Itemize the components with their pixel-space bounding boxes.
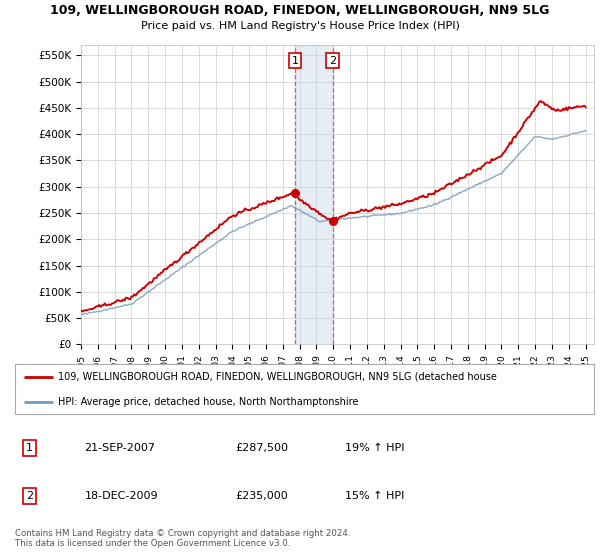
Text: £287,500: £287,500 <box>235 443 288 453</box>
Text: HPI: Average price, detached house, North Northamptonshire: HPI: Average price, detached house, Nort… <box>58 397 359 407</box>
Bar <box>295 45 332 344</box>
Text: Contains HM Land Registry data © Crown copyright and database right 2024.: Contains HM Land Registry data © Crown c… <box>15 529 350 538</box>
Text: 21-SEP-2007: 21-SEP-2007 <box>85 443 155 453</box>
Text: 19% ↑ HPI: 19% ↑ HPI <box>345 443 404 453</box>
Text: 2: 2 <box>329 55 336 66</box>
Text: £235,000: £235,000 <box>235 491 288 501</box>
Text: 109, WELLINGBOROUGH ROAD, FINEDON, WELLINGBOROUGH, NN9 5LG (detached house: 109, WELLINGBOROUGH ROAD, FINEDON, WELLI… <box>58 372 497 381</box>
Text: 109, WELLINGBOROUGH ROAD, FINEDON, WELLINGBOROUGH, NN9 5LG: 109, WELLINGBOROUGH ROAD, FINEDON, WELLI… <box>50 4 550 17</box>
Text: 2: 2 <box>26 491 33 501</box>
Text: 1: 1 <box>26 443 33 453</box>
Text: 18-DEC-2009: 18-DEC-2009 <box>85 491 158 501</box>
Text: This data is licensed under the Open Government Licence v3.0.: This data is licensed under the Open Gov… <box>15 539 290 548</box>
Text: 1: 1 <box>292 55 298 66</box>
Text: Price paid vs. HM Land Registry's House Price Index (HPI): Price paid vs. HM Land Registry's House … <box>140 21 460 31</box>
Text: 15% ↑ HPI: 15% ↑ HPI <box>345 491 404 501</box>
